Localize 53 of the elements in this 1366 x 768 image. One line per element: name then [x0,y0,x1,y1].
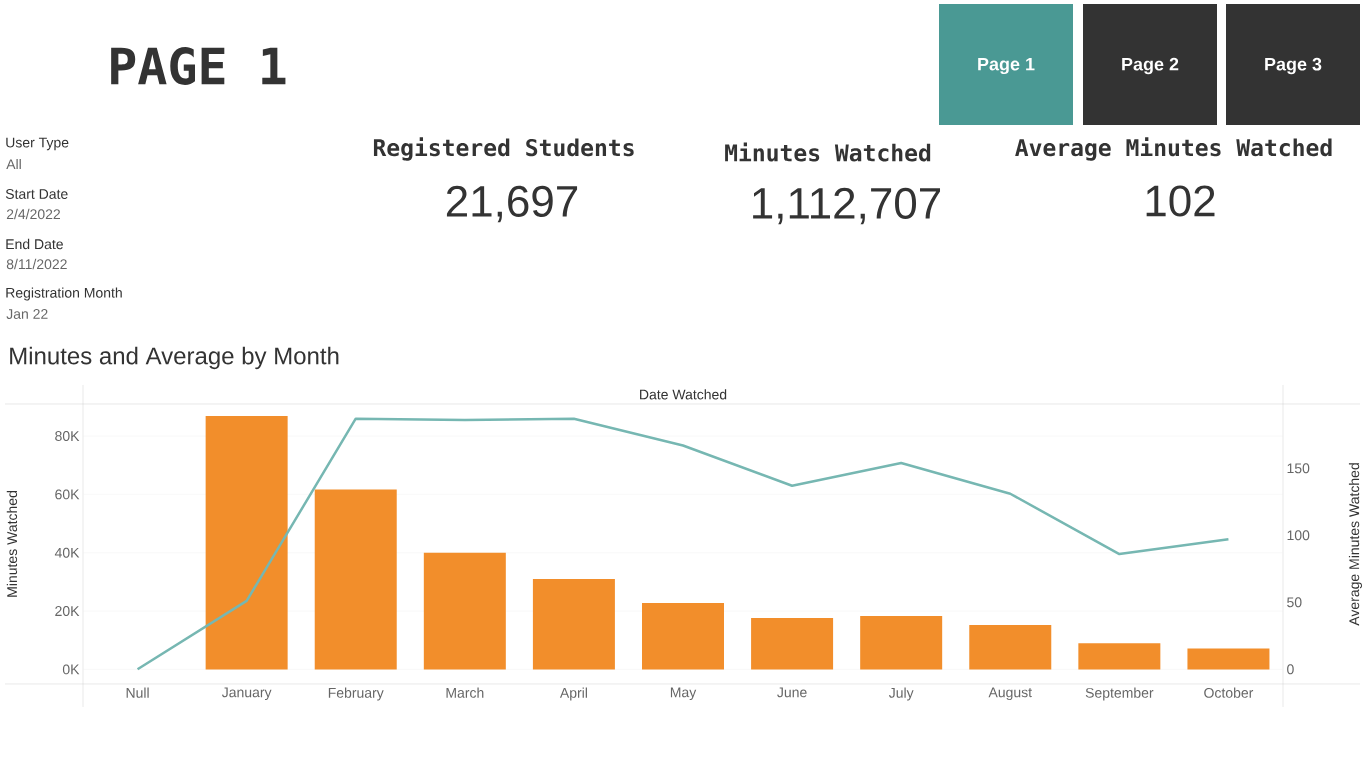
bar [1187,648,1270,670]
y-tick-label: 0K [62,664,80,675]
bar [860,616,943,670]
x-tick-label: September [1085,687,1154,701]
y2-tick-label: 100 [1287,530,1310,541]
bar [314,489,397,670]
text: Page 1 [978,57,1035,75]
text: 102 [1146,185,1215,217]
y2-tick-label: 0 [1287,664,1294,675]
x-tick-label: January [221,687,272,701]
x-tick-label: May [670,687,697,701]
line-series [136,417,1230,671]
x-tick-label: July [888,687,914,701]
y2-tick-label: 150 [1287,463,1310,474]
text: 21,697 [446,185,578,223]
bar [1078,643,1161,670]
y-tick-label: 40K [54,547,80,558]
text: Minutes Watched [725,142,931,162]
text: User Type [6,137,69,151]
text: 8/11/2022 [6,258,67,270]
y-tick-label: 80K [55,431,80,442]
x-tick-label: February [328,687,384,701]
y2-axis-title: Average Minutes Watched [1348,463,1362,626]
text: Page 3 [1265,57,1322,75]
text: 1,112,707 [753,187,941,225]
y-tick-label: 20K [55,606,80,617]
text: Start Date [5,189,68,199]
y2-tick-label: 50 [1287,597,1302,608]
bar [423,552,506,670]
x-tick-label: October [1204,687,1254,698]
x-tick-label: March [446,687,484,698]
bar [751,618,834,670]
chart-title: Minutes and Average by Month [10,346,339,370]
text: End Date [6,238,63,250]
text: Registration Month [6,287,122,301]
x-axis-title: Date Watched [640,389,727,400]
bar [642,602,724,670]
bar [532,578,615,670]
y-axis-title: Minutes Watched [6,491,18,597]
text: 2/4/2022 [6,208,60,220]
text: Registered Students [373,137,634,161]
text: Average Minutes Watched [1015,137,1332,161]
text: Page 2 [1122,57,1179,75]
text: PAGE 1 [111,47,286,85]
x-tick-label: August [988,687,1032,701]
y-tick-label: 60K [55,489,80,500]
x-tick-label: Null [126,687,149,698]
text: Jan 22 [6,309,48,319]
bar [969,625,1052,670]
x-tick-label: June [777,687,807,698]
x-tick-label: April [559,687,587,701]
text: All [6,158,21,170]
bar [205,415,288,670]
